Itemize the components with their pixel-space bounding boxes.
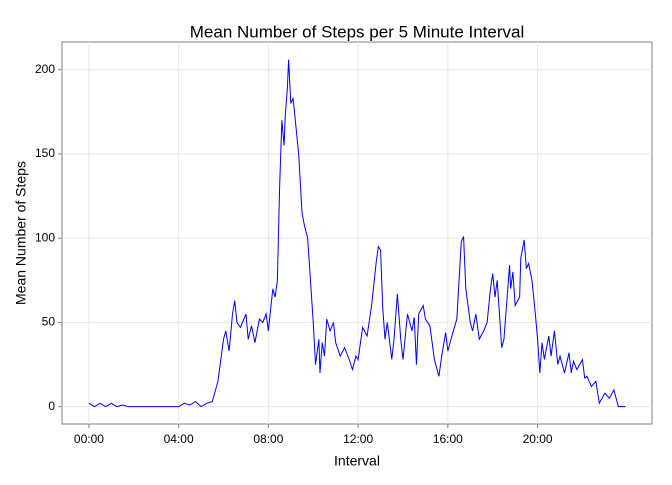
- x-tick-label: 12:00: [343, 432, 373, 446]
- y-tick-label: 0: [48, 399, 55, 413]
- y-tick-label: 50: [42, 315, 56, 329]
- y-tick-label: 150: [35, 146, 55, 160]
- chart-title: Mean Number of Steps per 5 Minute Interv…: [190, 22, 525, 41]
- y-tick-label: 200: [35, 62, 55, 76]
- y-tick-label: 100: [35, 230, 55, 244]
- x-axis-label: Interval: [334, 453, 380, 469]
- panel: [61, 41, 653, 425]
- x-tick-label: 04:00: [164, 432, 194, 446]
- x-tick-label: 16:00: [433, 432, 463, 446]
- x-tick-label: 20:00: [523, 432, 553, 446]
- data-line: [88, 59, 626, 408]
- y-axis-label: Mean Number of Steps: [13, 161, 29, 305]
- x-tick-label: 08:00: [253, 432, 283, 446]
- x-tick-label: 00:00: [74, 432, 104, 446]
